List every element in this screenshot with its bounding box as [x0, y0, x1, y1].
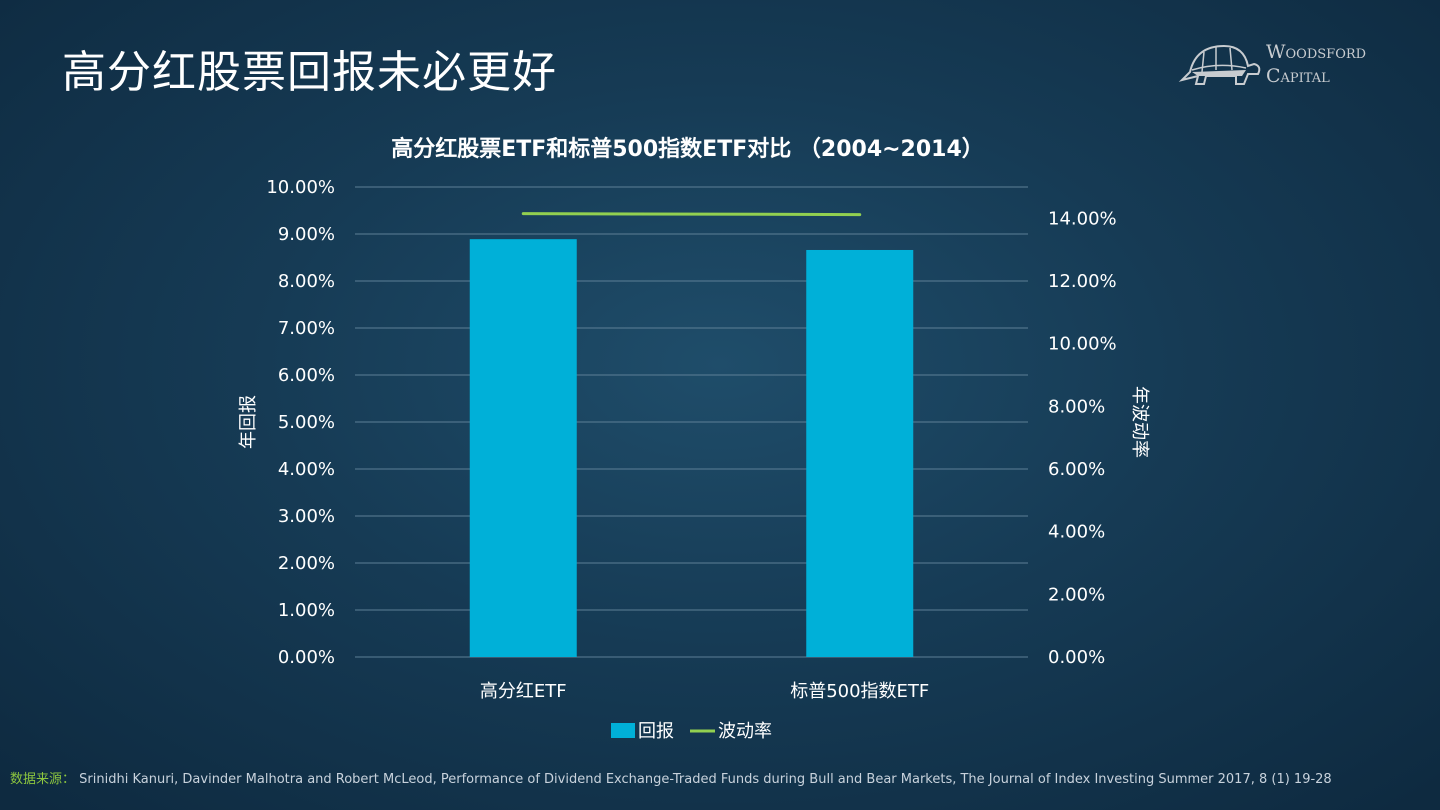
y-tick-label: 9.00% [278, 224, 335, 245]
y-tick-label: 6.00% [278, 365, 335, 386]
legend-swatch-return [611, 723, 635, 738]
logo-line2: Capital [1266, 65, 1330, 87]
logo-line1: Woodsford [1266, 41, 1367, 63]
footer-source: 数据来源： Srinidhi Kanuri, Davinder Malhotra… [10, 768, 1332, 787]
y2-tick-label: 4.00% [1048, 522, 1105, 543]
chart-title: 高分红股票ETF和标普500指数ETF对比 （2004~2014） [391, 137, 984, 162]
x-tick-label: 标普500指数ETF [790, 681, 929, 702]
y2-tick-label: 0.00% [1048, 647, 1105, 668]
y-tick-label: 5.00% [278, 412, 335, 433]
y2-tick-label: 10.00% [1048, 334, 1117, 355]
y-tick-label: 2.00% [278, 553, 335, 574]
bar-2 [806, 249, 914, 658]
y-tick-label: 10.00% [266, 177, 335, 198]
footer-label: 数据来源： [10, 772, 76, 787]
y-tick-label: 4.00% [278, 459, 335, 480]
y2-tick-label: 14.00% [1048, 208, 1117, 229]
legend-label-volatility: 波动率 [718, 721, 772, 742]
y2-tick-label: 8.00% [1048, 396, 1105, 417]
y-axis-label: 年回报 [238, 395, 259, 449]
woodsford-logo: Woodsford Capital [1178, 40, 1408, 90]
y2-tick-label: 2.00% [1048, 584, 1105, 605]
y-tick-label: 1.00% [278, 600, 335, 621]
volatility-line [521, 212, 862, 217]
footer-text: Srinidhi Kanuri, Davinder Malhotra and R… [79, 772, 1332, 787]
y-tick-label: 8.00% [278, 271, 335, 292]
legend-label-return: 回报 [638, 721, 674, 742]
y2-tick-label: 12.00% [1048, 271, 1117, 292]
y-tick-label: 3.00% [278, 506, 335, 527]
y-tick-label: 0.00% [278, 647, 335, 668]
slide-title: 高分红股票回报未必更好 [62, 47, 557, 98]
bar-1 [469, 239, 577, 658]
tortoise-icon [1178, 44, 1261, 85]
y-tick-label: 7.00% [278, 318, 335, 339]
x-tick-label: 高分红ETF [480, 681, 567, 702]
y2-axis-label: 年波动率 [1129, 386, 1150, 458]
y2-tick-label: 6.00% [1048, 459, 1105, 480]
